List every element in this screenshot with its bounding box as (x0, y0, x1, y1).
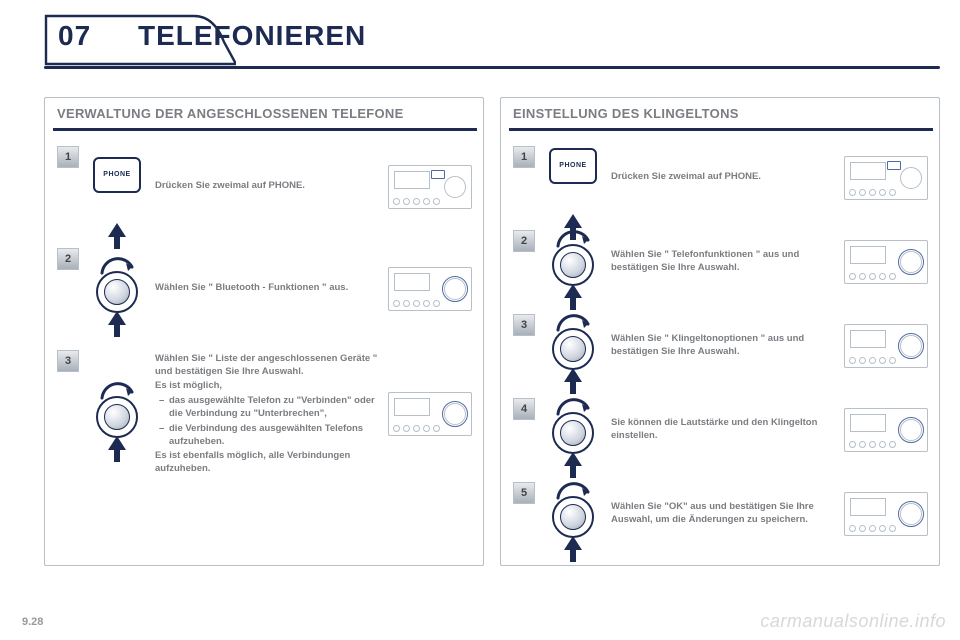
radio-faceplate-diagram (844, 492, 928, 536)
step-row: 3 Wählen Sie " Klingeltonoptionen " aus … (509, 305, 931, 387)
heading-rule (53, 128, 477, 131)
step-badge: 1 (57, 146, 79, 168)
step-badge: 5 (513, 482, 535, 504)
step-text-line: Drücken Sie zweimal auf PHONE. (155, 180, 379, 193)
radio-faceplate-diagram (844, 408, 928, 452)
radio-faceplate-diagram (844, 240, 928, 284)
step-text-line: Drücken Sie zweimal auf PHONE. (611, 171, 835, 184)
right-heading: EINSTELLUNG DES KLINGELTONS (509, 106, 931, 126)
step-badge: 3 (513, 314, 535, 336)
manual-page: 07 TELEFONIEREN VERWALTUNG DER ANGESCHLO… (0, 0, 960, 640)
step-text-line: Sie können die Lautstärke und den Klinge… (611, 417, 835, 443)
phone-button-icon: PHONE (549, 148, 597, 184)
step-text-line: Es ist möglich, (155, 380, 379, 393)
section-title: TELEFONIEREN (138, 20, 366, 52)
radio-faceplate-diagram (388, 392, 472, 436)
step-badge: 1 (513, 146, 535, 168)
watermark: carmanualsonline.info (760, 611, 946, 632)
step-row: 4 Sie können die Lautstärke und den Klin… (509, 389, 931, 471)
step-text-line: die Verbindung des ausgewählten Telefons… (155, 423, 379, 449)
arrow-up-icon (562, 534, 584, 564)
left-heading: VERWALTUNG DER ANGESCHLOSSENEN TELEFONE (53, 106, 475, 126)
rotary-dial-icon (548, 314, 598, 378)
heading-rule (509, 128, 933, 131)
step-badge: 3 (57, 350, 79, 372)
step-text-line: Es ist ebenfalls möglich, alle Verbindun… (155, 450, 379, 476)
rotary-dial-icon (548, 398, 598, 462)
arrow-up-icon (562, 450, 584, 480)
right-panel: EINSTELLUNG DES KLINGELTONS 1 PHONE Drüc… (500, 97, 940, 566)
section-number: 07 (58, 20, 91, 52)
title-bar: 07 TELEFONIEREN (44, 18, 940, 69)
radio-faceplate-diagram (388, 165, 472, 209)
page-number: 9.28 (22, 616, 43, 628)
radio-faceplate-diagram (844, 324, 928, 368)
step-badge: 2 (57, 248, 79, 270)
step-badge: 4 (513, 398, 535, 420)
step-row: 3 Wählen Sie " Liste der angeschlossenen… (53, 341, 475, 488)
step-text-line: Wählen Sie " Bluetooth - Funktionen " au… (155, 282, 379, 295)
step-text-line: Wählen Sie " Klingeltonoptionen " aus un… (611, 333, 835, 359)
step-badge: 2 (513, 230, 535, 252)
step-row: 1 PHONE Drücken Sie zweimal auf PHONE. (509, 137, 931, 219)
radio-faceplate-diagram (388, 267, 472, 311)
radio-faceplate-diagram (844, 156, 928, 200)
step-text-line: Wählen Sie " Telefonfunktionen " aus und… (611, 249, 835, 275)
phone-button-icon: PHONE (93, 157, 141, 193)
left-panel: VERWALTUNG DER ANGESCHLOSSENEN TELEFONE … (44, 97, 484, 566)
step-row: 2 Wählen Sie " Bluetooth - Funktionen " … (53, 239, 475, 339)
rotary-dial-icon (548, 230, 598, 294)
arrow-up-icon (106, 221, 128, 251)
rotary-dial-icon (92, 382, 142, 446)
step-text-line: das ausgewählte Telefon zu "Verbinden" o… (155, 395, 379, 421)
columns: VERWALTUNG DER ANGESCHLOSSENEN TELEFONE … (44, 97, 940, 566)
rotary-dial-icon (92, 257, 142, 321)
arrow-up-icon (106, 309, 128, 339)
step-row: 1 PHONE Drücken Sie zweimal auf PHONE. (53, 137, 475, 237)
step-row: 2 Wählen Sie " Telefonfunktionen " aus u… (509, 221, 931, 303)
arrow-up-icon (562, 366, 584, 396)
step-text-line: Wählen Sie "OK" aus und bestätigen Sie I… (611, 501, 835, 527)
step-text-line: Wählen Sie " Liste der angeschlossenen G… (155, 353, 379, 379)
arrow-up-icon (106, 434, 128, 464)
arrow-up-icon (562, 282, 584, 312)
step-row: 5 Wählen Sie "OK" aus und bestätigen Sie… (509, 473, 931, 555)
rotary-dial-icon (548, 482, 598, 546)
